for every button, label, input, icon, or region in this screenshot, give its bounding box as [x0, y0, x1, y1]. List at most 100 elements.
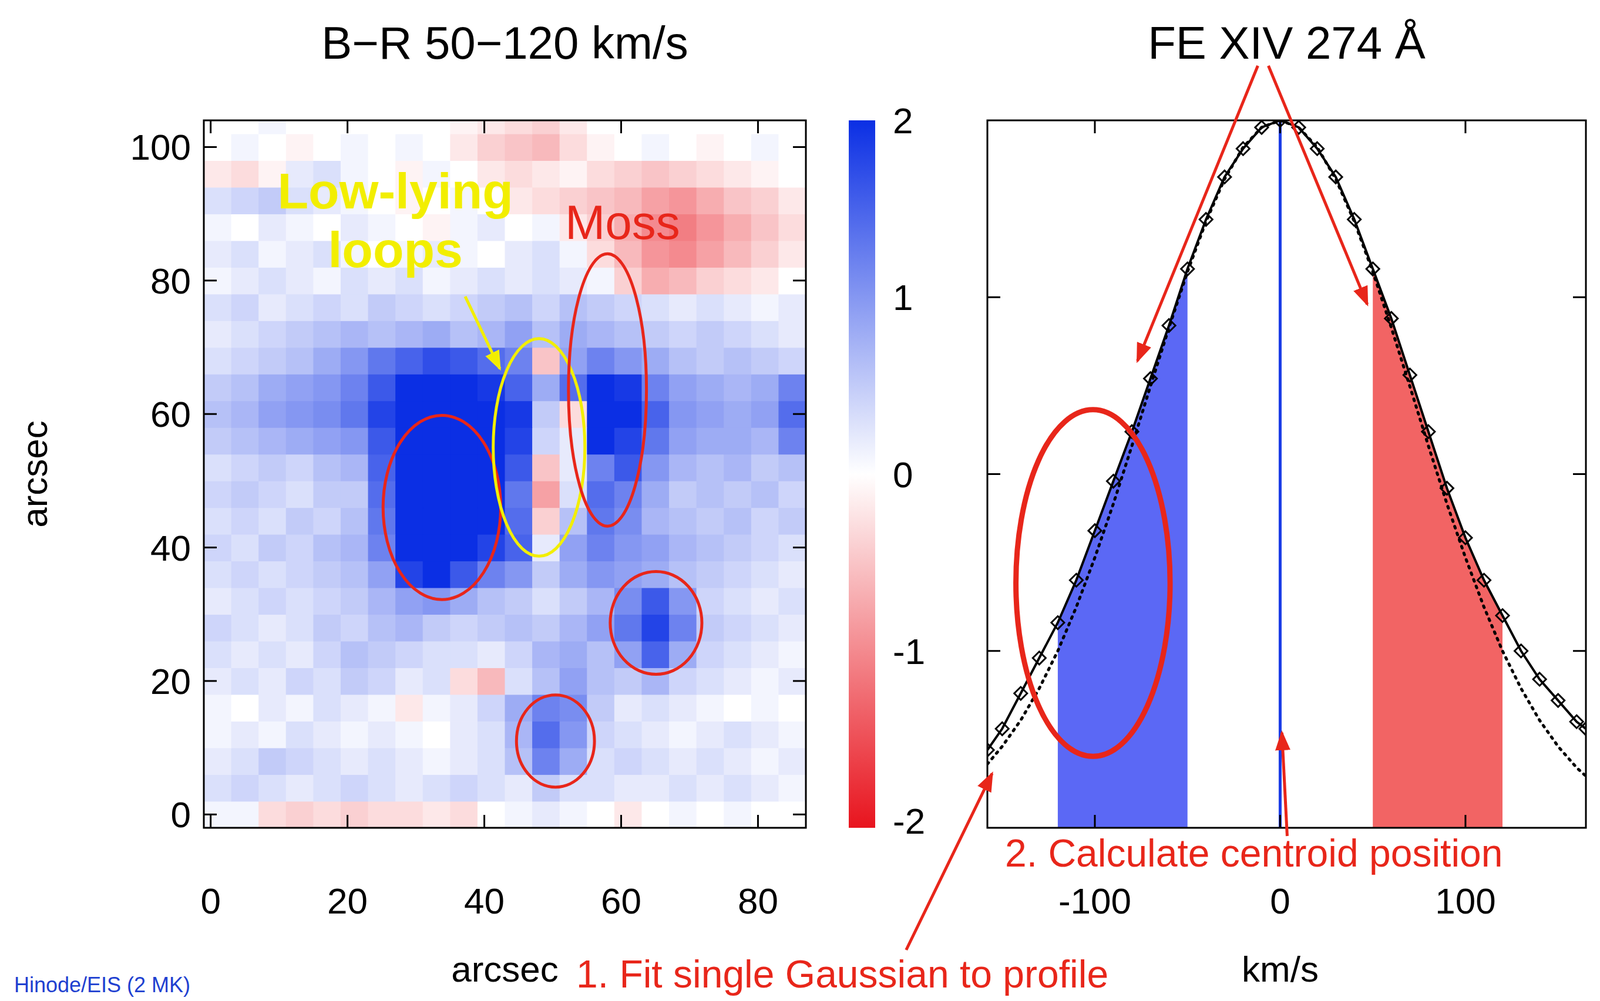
heatmap-cell [778, 721, 806, 749]
heatmap-cell [477, 294, 506, 322]
heatmap-cell [586, 454, 615, 482]
heatmap-cell [477, 614, 506, 642]
heatmap-cell [669, 427, 697, 455]
heatmap-cell [723, 347, 752, 375]
heatmap-cell [751, 667, 779, 695]
heatmap-cell [614, 160, 642, 188]
highlight-ellipse [568, 253, 647, 527]
heatmap-cell [696, 721, 725, 749]
heatmap-cell [532, 187, 560, 215]
heatmap-cell [286, 347, 314, 375]
heatmap-cell [231, 507, 260, 535]
y-tick [987, 296, 1001, 299]
heatmap-cell [368, 374, 396, 402]
heatmap-cell [723, 748, 752, 776]
heatmap-cell [751, 507, 779, 535]
heatmap-cell [203, 560, 232, 588]
heatmap-cell [778, 507, 806, 535]
heatmap-cell [723, 560, 752, 588]
heatmap-cell [203, 614, 232, 642]
x-tick-label: 40 [464, 881, 505, 922]
heatmap-cell [286, 641, 314, 669]
heatmap-cell [340, 774, 369, 802]
heatmap-cell [422, 774, 451, 802]
heatmap-cell [477, 641, 506, 669]
heatmap-cell [641, 160, 670, 188]
heatmap-cell [532, 267, 560, 295]
heatmap-cell [286, 320, 314, 348]
heatmap-cell [532, 347, 560, 375]
heatmap-cell [505, 774, 533, 802]
heatmap-cell [258, 507, 287, 535]
heatmap-cell [258, 240, 287, 268]
heatmap-cell [422, 320, 451, 348]
heatmap-cell [532, 294, 560, 322]
annotation-centroid: 2. Calculate centroid position [1004, 831, 1504, 876]
heatmap-cell [477, 587, 506, 615]
heatmap-cell [559, 347, 588, 375]
heatmap-cell [203, 774, 232, 802]
heatmap-cell [286, 507, 314, 535]
heatmap-cell [340, 347, 369, 375]
heatmap-cell [368, 694, 396, 722]
heatmap-cell [532, 427, 560, 455]
x-tick [209, 815, 212, 829]
y-tick [1572, 296, 1586, 299]
source-note: Hinode/EIS (2 MK) [14, 973, 191, 998]
heatmap-cell [641, 721, 670, 749]
heatmap-cell [751, 320, 779, 348]
heatmap-cell [586, 294, 615, 322]
heatmap-cell [641, 587, 670, 615]
heatmap-cell [696, 454, 725, 482]
y-tick [203, 546, 217, 549]
heatmap-cell [395, 374, 423, 402]
heatmap-cell [751, 347, 779, 375]
heatmap-cell [751, 240, 779, 268]
y-tick [203, 413, 217, 416]
heatmap-cell [751, 294, 779, 322]
y-tick [203, 680, 217, 682]
heatmap-cell [669, 614, 697, 642]
heatmap-cell [778, 120, 806, 135]
annotation-line: Low-lying [277, 162, 513, 220]
heatmap-cell [696, 641, 725, 669]
heatmap-cell [258, 120, 287, 135]
annotation-moss: Moss [565, 195, 681, 250]
heatmap-cell [422, 427, 451, 455]
heatmap-cell [422, 614, 451, 642]
heatmap-cell [532, 240, 560, 268]
heatmap-cell [449, 133, 478, 161]
y-tick [792, 413, 806, 416]
heatmap-cell [723, 267, 752, 295]
highlight-ellipse [516, 695, 595, 788]
heatmap-cell [286, 748, 314, 776]
heatmap-cell [532, 560, 560, 588]
heatmap-cell [368, 721, 396, 749]
heatmap-cell [368, 427, 396, 455]
heatmap-cell [395, 534, 423, 562]
heatmap-cell [778, 240, 806, 268]
x-tick [346, 815, 349, 829]
colorbar-tick-label: 0 [892, 454, 913, 496]
heatmap-cell [586, 801, 615, 829]
heatmap-cell [340, 481, 369, 509]
heatmap-cell [723, 374, 752, 402]
heatmap-cell [477, 748, 506, 776]
heatmap-cell [231, 641, 260, 669]
x-tick-label: 20 [327, 881, 368, 922]
heatmap-cell [586, 427, 615, 455]
heatmap-cell [586, 481, 615, 509]
heatmap-cell [778, 774, 806, 802]
heatmap-cell [203, 213, 232, 241]
heatmap-cell [203, 347, 232, 375]
heatmap-cell [669, 748, 697, 776]
heatmap-cell [778, 213, 806, 241]
heatmap-cell [286, 721, 314, 749]
heatmap-cell [505, 267, 533, 295]
heatmap-cell [669, 694, 697, 722]
heatmap-cell [258, 587, 287, 615]
heatmap-cell [751, 721, 779, 749]
heatmap-cell [449, 694, 478, 722]
heatmap-cell [231, 481, 260, 509]
heatmap-cell [395, 748, 423, 776]
